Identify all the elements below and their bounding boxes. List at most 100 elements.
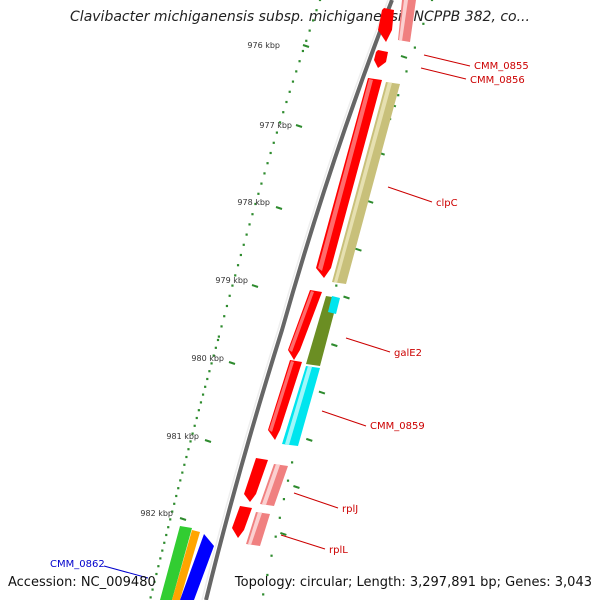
gene-label-rplj[interactable]: rplJ [342,504,358,515]
track-dot [422,22,425,25]
track-dot [214,346,217,349]
track-dot [183,463,186,466]
tick-mark [228,361,236,365]
track-dot [179,479,182,482]
outer-dash [400,55,408,59]
track-dot [397,94,400,97]
track-dot [295,70,298,73]
leader-cmm0859 [321,410,367,427]
track-dot [278,121,282,124]
track-dot [305,39,308,42]
leader-cmm0862 [103,565,149,579]
track-dot [187,448,190,451]
tick-label: 981 kbp [166,432,199,441]
track-dot [263,172,266,175]
outer-dash [331,343,338,348]
tick-mark [251,284,259,288]
gene-rpll-highlight [248,512,262,545]
tick-label: 976 kbp [247,41,280,50]
track-dot [301,49,305,53]
map-title: Clavibacter michiganensis subsp. michiga… [70,9,530,25]
gene-cmm0856-feature[interactable] [374,50,388,68]
outer-dash [318,390,326,395]
leader-cmm0856 [420,67,467,80]
track-dot [430,0,434,2]
track-dot [290,461,294,464]
tick-mark [302,44,310,48]
track-dot [288,90,291,93]
track-dot [236,264,240,267]
gene-cmm0855-feature[interactable] [378,8,394,42]
gene-label-cmm0856[interactable]: CMM_0856 [470,75,525,86]
track-dot [298,60,301,63]
tick-mark [179,517,187,521]
gene-label-rpll[interactable]: rplL [329,545,348,556]
tick-mark [275,206,283,210]
track-dot [266,162,269,165]
gene-features [160,0,416,600]
tick-label: 982 kbp [140,509,173,518]
leader-rpll [280,534,326,550]
gene-top-pink-highlight [399,0,408,41]
track-dot [167,526,170,529]
track-dot [260,182,263,185]
gene-gale2-feature[interactable] [306,296,338,366]
gene-red-2[interactable] [288,290,322,360]
track-dot [165,533,168,537]
outer-dash [280,532,287,536]
track-dot [177,487,180,490]
track-dot [275,131,278,134]
gene-label-cmm0859[interactable]: CMM_0859 [370,421,425,432]
topology-summary: Topology: circular; Length: 3,297,891 bp… [234,575,592,590]
track-dot [191,432,194,435]
gene-red-2-highlight [289,291,314,352]
accession-label: Accession: NC_009480 [8,575,156,590]
track-dot [254,202,257,206]
track-dot [201,393,205,396]
tick-label: 978 kbp [237,198,270,207]
gene-orange-feature[interactable] [172,530,200,600]
outer-dash [355,247,362,252]
tick-label: 980 kbp [191,354,224,363]
gene-red-3[interactable] [268,360,302,440]
track-dot [169,518,172,521]
track-dot [163,541,166,544]
leader-rplj [293,492,339,509]
backbone-inner [201,0,389,600]
track-dot [220,325,223,328]
gene-cmm0859-highlight [285,366,312,445]
gene-label-cmm0855[interactable]: CMM_0855 [474,61,529,72]
track-dot [181,471,184,474]
gene-cmm0862-feature[interactable] [160,526,192,600]
track-dot [155,572,158,576]
track-dot [212,354,215,357]
track-dot [197,409,200,412]
tick-mark [204,439,212,443]
track-dot [282,498,286,501]
track-dot [257,192,260,195]
gene-label-cmm0862[interactable]: CMM_0862 [50,559,105,570]
track-dot [308,29,311,32]
outer-dash [343,295,350,300]
track-dot [228,294,231,297]
track-dot [285,100,288,104]
track-dot [245,233,248,236]
track-dot [223,315,226,318]
track-dot [282,111,285,114]
track-dot [274,535,277,538]
gene-rpll-red[interactable] [232,506,252,538]
gene-gale2-cyan-cap [328,296,340,314]
track-dot [185,455,188,459]
track-dot [217,335,220,338]
gene-label-clpc[interactable]: clpC [436,198,458,209]
track-dot [149,596,152,599]
track-dot [239,253,242,257]
gene-label-gale2[interactable]: galE2 [394,348,422,359]
track-dot [173,502,176,505]
track-dot [286,479,290,482]
gene-rplj-red[interactable] [244,458,268,502]
track-dot [291,80,295,83]
gene-blue-feature[interactable] [180,534,214,600]
